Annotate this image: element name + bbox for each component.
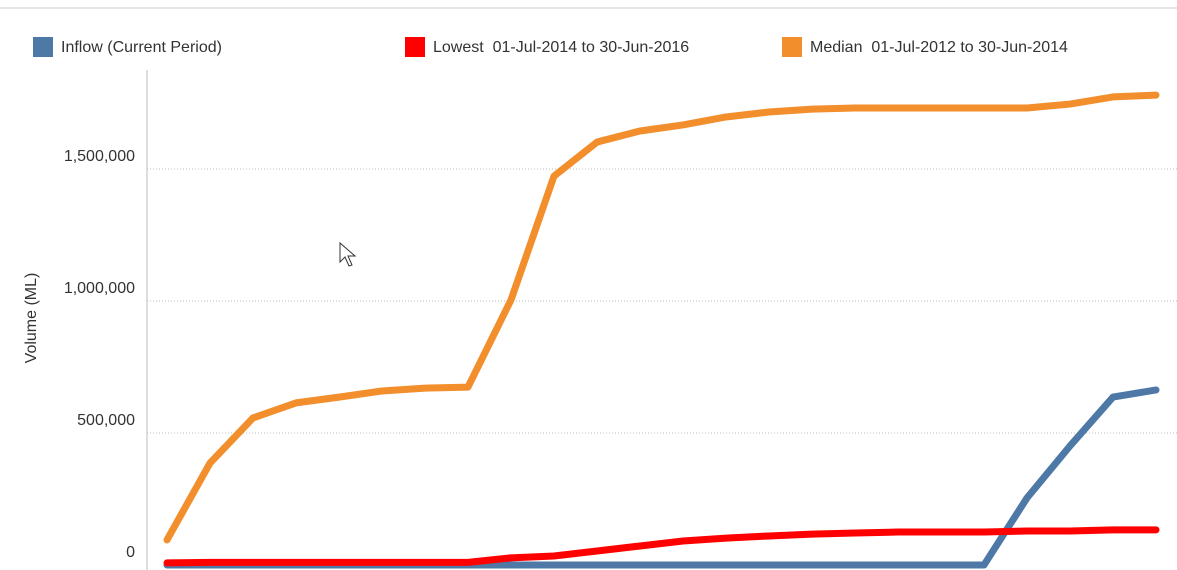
- series-line: [163, 386, 1160, 569]
- legend-swatch: [405, 37, 425, 57]
- y-tick-label: 0: [126, 544, 135, 561]
- y-tick-label: 500,000: [77, 412, 135, 429]
- series-line: [163, 526, 1160, 567]
- legend-swatch: [782, 37, 802, 57]
- legend-label: Median 01-Jul-2012 to 30-Jun-2014: [810, 39, 1068, 56]
- y-tick-label: 1,000,000: [64, 280, 135, 297]
- legend-label: Inflow (Current Period): [61, 39, 222, 56]
- series-line: [163, 91, 1160, 544]
- legend-swatch: [33, 37, 53, 57]
- legend-label: Lowest 01-Jul-2014 to 30-Jun-2016: [433, 39, 689, 56]
- mouse-cursor: [339, 241, 357, 267]
- y-axis-label: Volume (ML): [23, 273, 40, 364]
- y-tick-label: 1,500,000: [64, 148, 135, 165]
